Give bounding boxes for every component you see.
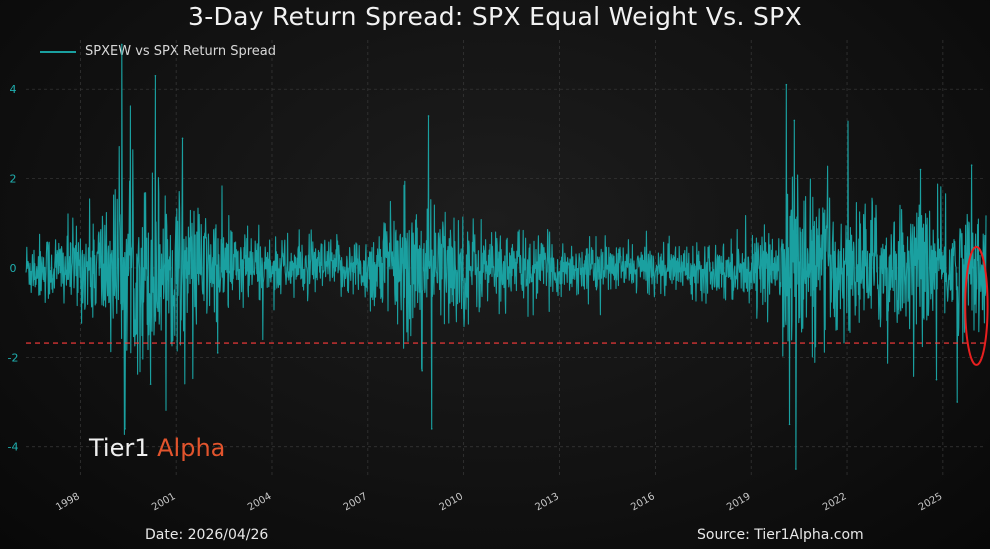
legend-swatch	[40, 50, 76, 53]
y-tick-label: 0	[10, 262, 17, 275]
series-spike-point	[427, 115, 430, 117]
series-spike-point	[149, 383, 152, 385]
series-spike-point	[121, 43, 123, 46]
y-tick-label: -2	[8, 351, 19, 364]
series-spike-point	[795, 468, 797, 470]
series-spike-point	[956, 401, 959, 403]
brand-name-part1: Tier1	[89, 434, 150, 462]
x-tick-label: 2022	[821, 491, 849, 513]
series-spike-point	[154, 74, 157, 77]
brand-name-part2: Alpha	[157, 434, 226, 462]
series-spike-point	[919, 168, 922, 171]
series-spike-point	[970, 164, 973, 166]
y-tick-label: 2	[10, 173, 17, 186]
series-line	[25, 43, 987, 470]
x-tick-label: 2010	[438, 491, 466, 513]
x-tick-label: 2004	[246, 491, 274, 513]
series-spike-point	[124, 428, 126, 430]
series-spike-point	[935, 378, 938, 381]
brand-logo: Tier1 Alpha	[89, 434, 225, 462]
x-tick-label: 2001	[150, 491, 178, 513]
legend: SPXEW vs SPX Return Spread	[40, 44, 276, 59]
x-tick-label: 1998	[54, 491, 82, 513]
annotation-ellipse	[964, 245, 989, 366]
series-spike-point	[788, 423, 791, 426]
x-tick-label: 2016	[629, 491, 657, 513]
x-tick-label: 2013	[533, 491, 561, 513]
series-spike-point	[793, 119, 796, 122]
series-spike-point	[216, 352, 219, 354]
x-tick-label: 2019	[725, 491, 753, 513]
chart-title: 3-Day Return Spread: SPX Equal Weight Vs…	[188, 2, 802, 31]
x-tick-label: 2025	[917, 491, 945, 513]
y-tick-label: 4	[10, 83, 17, 96]
legend-label: SPXEW vs SPX Return Spread	[85, 44, 276, 59]
x-tick-label: 2007	[342, 491, 370, 513]
series-spike-point	[430, 428, 433, 430]
series-spike-point	[181, 137, 184, 140]
footer-date: Date: 2026/04/26	[145, 527, 269, 543]
series-spike-point	[785, 83, 788, 86]
series-spike-point	[421, 369, 423, 372]
y-tick-label: -4	[8, 441, 19, 454]
footer-source: Source: Tier1Alpha.com	[697, 527, 864, 543]
